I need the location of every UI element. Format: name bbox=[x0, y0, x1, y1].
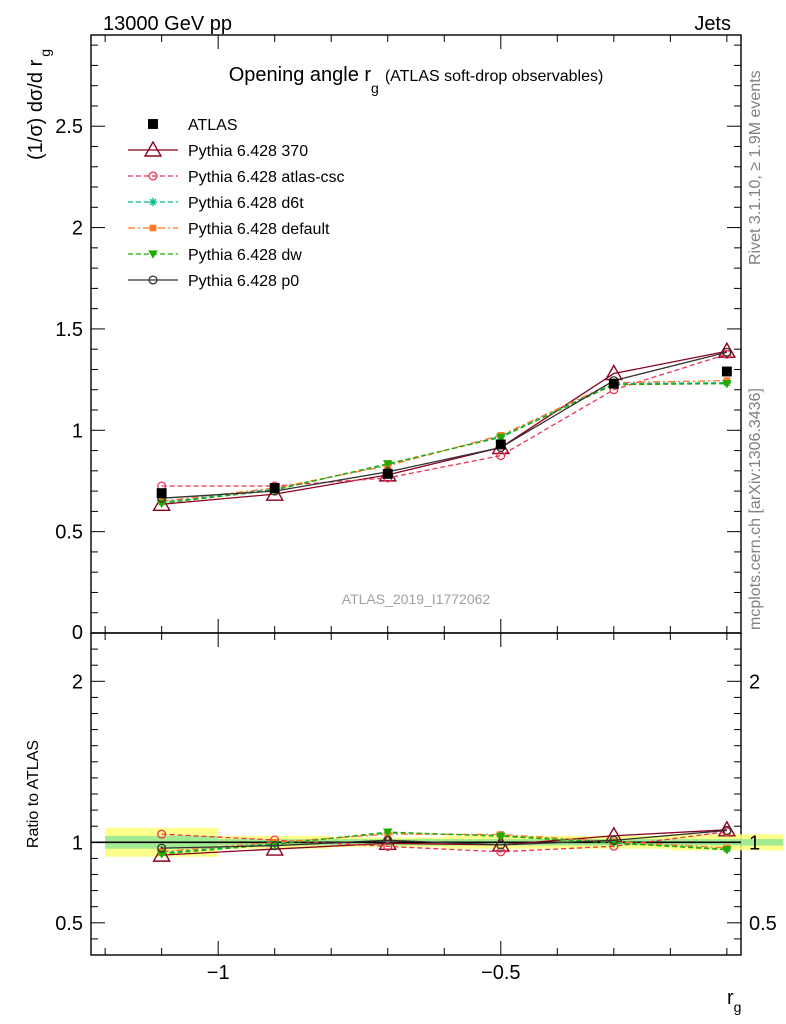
series-line-2 bbox=[161, 382, 727, 503]
ratio-point-4 bbox=[156, 850, 167, 859]
legend-marker-5 bbox=[148, 275, 158, 285]
legend-entry-2: Pythia 6.428 d6t bbox=[128, 195, 304, 212]
legend-entry-1: Pythia 6.428 atlas-csc bbox=[128, 169, 345, 186]
xlabel: rg bbox=[727, 987, 741, 1015]
legend: ATLAS Pythia 6.428 370 Pythia 6.428 atlas-… bbox=[128, 117, 345, 290]
ratio-point-1 bbox=[496, 847, 506, 857]
series-line-3 bbox=[161, 379, 727, 502]
main-ylabel: (1/σ) dσ/d r g bbox=[25, 49, 53, 160]
series-point-4 bbox=[382, 460, 393, 469]
ratio-point-5 bbox=[157, 843, 167, 853]
chart-title-main: Opening angle r bbox=[229, 64, 372, 86]
main-series bbox=[152, 341, 737, 511]
series-point-4 bbox=[722, 380, 732, 389]
asterisk-stroke bbox=[149, 198, 157, 206]
header-left: 13000 GeV pp bbox=[103, 13, 232, 35]
xlabel-text: r bbox=[727, 987, 734, 1009]
chart-title: Opening angle rg (ATLAS soft-drop observa… bbox=[229, 64, 604, 96]
series-line-4 bbox=[161, 383, 727, 504]
legend-entry-reference: ATLAS bbox=[148, 117, 238, 134]
header-right: Jets bbox=[694, 13, 731, 35]
legend-label-3: Pythia 6.428 default bbox=[188, 221, 330, 238]
main-ytick-label: 1 bbox=[72, 420, 83, 442]
chart-title-suffix: (ATLAS soft-drop observables) bbox=[385, 68, 603, 85]
legend-label-2: Pythia 6.428 d6t bbox=[188, 195, 304, 212]
legend-label-0: Pythia 6.428 370 bbox=[188, 143, 308, 160]
legend-label-reference: ATLAS bbox=[188, 117, 238, 134]
main-axes: 0.5 1 1.5 2 2.5 0 bbox=[55, 35, 741, 644]
ratio-ytick-label-right: 2 bbox=[749, 671, 760, 693]
legend-marker-reference bbox=[148, 119, 158, 129]
reference-point bbox=[382, 468, 393, 479]
legend-label-5: Pythia 6.428 p0 bbox=[188, 273, 299, 290]
plot-id: ATLAS_2019_I1772062 bbox=[342, 591, 491, 607]
legend-entry-4: Pythia 6.428 dw bbox=[128, 247, 302, 264]
ratio-line-5 bbox=[161, 829, 727, 849]
reference-point bbox=[269, 483, 280, 494]
series-line-5 bbox=[161, 351, 728, 499]
reference-point bbox=[721, 366, 732, 377]
legend-entry-3: Pythia 6.428 default bbox=[128, 221, 330, 238]
legend-marker-3 bbox=[149, 224, 157, 232]
ratio-ytick-label: 2 bbox=[72, 671, 83, 693]
mcplots-label: mcplots.cern.ch [arXiv:1306.3436] bbox=[747, 388, 764, 630]
main-ytick-label-zero: 0 bbox=[72, 622, 83, 644]
reference-point bbox=[495, 439, 506, 450]
ratio-axes: −1 −0.5 0.5 0.5 1 1 2 2 bbox=[55, 633, 777, 984]
ratio-ylabel: Ratio to ATLAS bbox=[25, 740, 42, 848]
main-ytick-label: 0.5 bbox=[55, 522, 83, 544]
series-line-0 bbox=[161, 350, 727, 505]
legend-marker-4 bbox=[148, 250, 158, 259]
ratio-ytick-label: 0.5 bbox=[55, 913, 83, 935]
legend-label-4: Pythia 6.428 dw bbox=[188, 247, 302, 264]
ratio-point-5 bbox=[383, 835, 393, 845]
ratio-point-4 bbox=[609, 839, 619, 848]
ratio-ytick-label-right: 0.5 bbox=[749, 913, 777, 935]
xtick-label: −1 bbox=[207, 962, 230, 984]
main-ylabel-sub: g bbox=[37, 49, 53, 57]
chart-title-sub: g bbox=[371, 80, 379, 96]
ratio-ytick-label-right: 1 bbox=[749, 832, 760, 854]
legend-label-1: Pythia 6.428 atlas-csc bbox=[188, 169, 345, 186]
ratio-point-0 bbox=[265, 839, 284, 856]
ratio-point-4 bbox=[722, 846, 732, 855]
main-ytick-label: 2.5 bbox=[55, 116, 83, 138]
legend-entry-5: Pythia 6.428 p0 bbox=[128, 273, 299, 290]
main-ytick-label: 2 bbox=[72, 218, 83, 240]
ratio-panel-frame bbox=[90, 632, 742, 956]
ratio-ytick-label: 1 bbox=[72, 832, 83, 854]
ratio-line-3 bbox=[161, 833, 727, 853]
xtick-label: −0.5 bbox=[481, 962, 520, 984]
legend-marker-0 bbox=[143, 140, 163, 157]
main-ylabel-text: (1/σ) dσ/d r bbox=[25, 59, 47, 160]
ratio-point-4 bbox=[382, 828, 393, 837]
ratio-line-0 bbox=[161, 829, 727, 856]
ratio-point-1 bbox=[383, 841, 393, 851]
ratio-point-5 bbox=[722, 825, 732, 835]
ratio-series bbox=[152, 820, 737, 862]
series-point-4 bbox=[495, 433, 506, 443]
ratio-line-1 bbox=[161, 831, 727, 853]
reference-point bbox=[608, 378, 619, 389]
main-ytick-label: 1.5 bbox=[55, 319, 83, 341]
legend-marker-2 bbox=[148, 197, 158, 207]
ratio-point-5 bbox=[609, 835, 619, 845]
ratio-point-1 bbox=[157, 829, 167, 839]
rivet-label: Rivet 3.1.10, ≥ 1.9M events bbox=[747, 70, 764, 265]
ratio-point-4 bbox=[495, 832, 506, 842]
series-point-5 bbox=[722, 347, 732, 357]
ratio-line-4 bbox=[161, 831, 727, 855]
ratio-point-5 bbox=[496, 840, 506, 850]
ratio-point-5 bbox=[270, 841, 280, 851]
legend-marker-1 bbox=[148, 171, 158, 181]
xlabel-sub: g bbox=[734, 999, 742, 1015]
legend-entry-0: Pythia 6.428 370 bbox=[128, 140, 308, 160]
reference-point bbox=[156, 488, 167, 499]
